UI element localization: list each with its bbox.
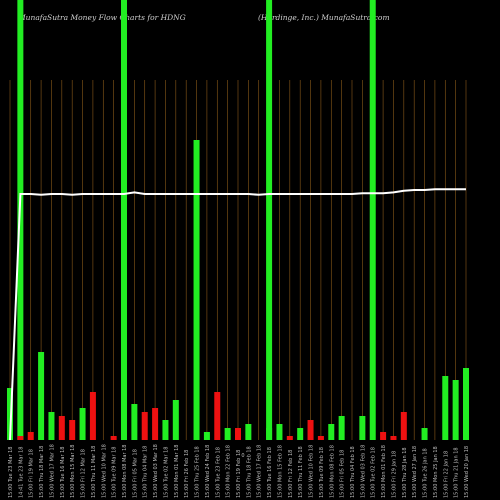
highlight-column (121, 0, 127, 440)
bar (390, 436, 397, 440)
bar (245, 424, 252, 440)
x-tick-label: 15:00 Fri 05 Mar 18 (132, 449, 138, 498)
x-tick-label: 15:00 Thu 21 Jan 18 (454, 447, 460, 498)
center-label: 0 (241, 453, 244, 459)
x-tick-label: 15:00 Wed 03 Feb 18 (360, 445, 366, 498)
bar (203, 432, 210, 440)
bar (338, 416, 345, 440)
bar (141, 412, 148, 440)
x-tick-label: 15:00 Tue 02 Feb 18 (371, 447, 377, 498)
bar (380, 432, 387, 440)
bar (69, 420, 76, 440)
x-tick-label: 15:00 Thu 18 Mar 18 (39, 446, 45, 498)
x-tick-label: 15:00 Wed 10 Mar 18 (101, 444, 107, 498)
bar (297, 428, 304, 440)
bar (276, 424, 283, 440)
x-tick-label: 15:00 Tue 23 Mar 18 (8, 447, 14, 498)
bar (286, 436, 293, 440)
bars (7, 0, 469, 440)
x-tick-label: 15:00 Thu 04 Mar 18 (143, 446, 149, 498)
x-tick-label: 15:00 Fri 12 Feb 18 (288, 450, 294, 498)
highlight-column (17, 0, 24, 440)
x-tick-label: 15:00 Wed 27 Jan 18 (412, 446, 418, 498)
x-tick-label: 15:00 Fri 19 Mar 18 (29, 449, 35, 498)
x-tick-label: 15:00 Thu 25 Feb 18 (195, 446, 201, 498)
bar (359, 416, 366, 440)
x-tick-label: 15:00 Mon 15 Mar 18 (70, 445, 76, 498)
x-tick-label: 15:00 Wed 03 Mar 18 (153, 444, 159, 498)
highlight-column (266, 0, 273, 440)
x-tick-label: 15:00 Tue 02 Mar 18 (163, 447, 169, 498)
chart-title-right: (Hardinge, Inc.) MunafaSutra.com (258, 13, 390, 22)
bar (38, 352, 45, 440)
x-tick-label: 15:00 Mon 15 Feb 18 (277, 445, 283, 498)
x-tick-label: 15:00 Mon 08 Mar 18 (122, 445, 128, 498)
bar (162, 420, 169, 440)
x-tick-label: 15:00 Mon 01 Mar 18 (174, 445, 180, 498)
bar (307, 420, 314, 440)
x-tick-label: 15:00 Wed 24 Feb 18 (205, 445, 211, 498)
chart-title-left: MunafaSutra Money Flow Charts for HDNG (18, 13, 186, 22)
x-tick-label: 15:00 Mon 01 Feb 18 (381, 445, 387, 498)
x-tick-label: 15:00 Mon 08 Feb 18 (329, 445, 335, 498)
x-tick-label: 15:00 Thu 11 Feb 18 (298, 446, 304, 498)
x-tick-label: 15:00 Wed 17 Mar 18 (49, 444, 55, 498)
bar (193, 140, 200, 440)
highlight-column (369, 0, 376, 440)
x-tick-label: 15:00 Tue 23 Feb 18 (215, 447, 221, 498)
bar (17, 436, 24, 440)
bar (110, 436, 117, 440)
x-tick-label: 15:00 Tue 16 Feb 18 (267, 447, 273, 498)
x-tick-label: 15:00 Wed 20 Jan 18 (464, 446, 470, 498)
bar (266, 428, 273, 440)
x-tick-label: 15:00 Fri 26 Feb 18 (184, 450, 190, 498)
bar (328, 424, 335, 440)
bar (421, 428, 428, 440)
bar (79, 408, 86, 440)
bar (224, 428, 231, 440)
money-flow-line-group (9, 188, 466, 441)
bar (463, 368, 469, 440)
money-flow-line (9, 188, 466, 441)
x-tick-label: 15:00 Fri 12 Mar 18 (81, 449, 87, 498)
bar (48, 412, 55, 440)
grid-lines (9, 80, 467, 440)
bar (235, 428, 241, 440)
x-tick-label: 15:00 Wed 10 Feb 18 (309, 445, 315, 498)
x-tick-label: 15:00 Wed 17 Feb 18 (257, 445, 263, 498)
x-tick-label: 15:00 Tue 09 Mar 18 (112, 447, 118, 498)
x-tick-label: 15:00 Fri 19 Feb 18 (236, 450, 242, 498)
x-tick-label: 15:00 Mon 22 Feb 18 (226, 445, 232, 498)
x-tick-label: 15:00 Thu 28 Jan 18 (402, 447, 408, 498)
bar (442, 376, 449, 440)
x-tick-labels: 15:00 Tue 23 Mar 18 14:41 Tue 23 Mar 18 15… (8, 444, 470, 498)
bar (58, 416, 65, 440)
x-tick-label: 15:00 Tue 09 Feb 18 (319, 447, 325, 498)
x-tick-label: 15:00 Thu 11 Mar 18 (91, 446, 97, 498)
x-tick-label: 15:00 Thu 04 Feb 18 (350, 446, 356, 498)
bar (27, 432, 34, 440)
bar (400, 412, 407, 440)
x-tick-label: 15:00 Tue 16 Mar 18 (60, 447, 66, 498)
x-tick-label: 15:00 Thu 18 Feb 18 (246, 446, 252, 498)
bar (452, 380, 459, 440)
bar (172, 400, 179, 440)
bar (89, 392, 96, 440)
x-tick-label: 15:00 Mon 25 Jan 18 (433, 446, 439, 498)
x-tick-label: 15:00 Tue 26 Jan 18 (423, 448, 429, 498)
bar (214, 392, 221, 440)
bar (317, 436, 324, 440)
bar (7, 388, 13, 440)
bar (152, 408, 159, 440)
x-tick-label: 15:00 Fri 29 Jan 18 (391, 451, 397, 498)
x-tick-label: 15:00 Fri 22 Jan 18 (443, 451, 449, 498)
x-tick-label: 14:41 Tue 23 Mar 18 (18, 447, 24, 498)
bar (131, 404, 138, 440)
x-tick-label: 15:00 Fri 05 Feb 18 (340, 450, 346, 498)
